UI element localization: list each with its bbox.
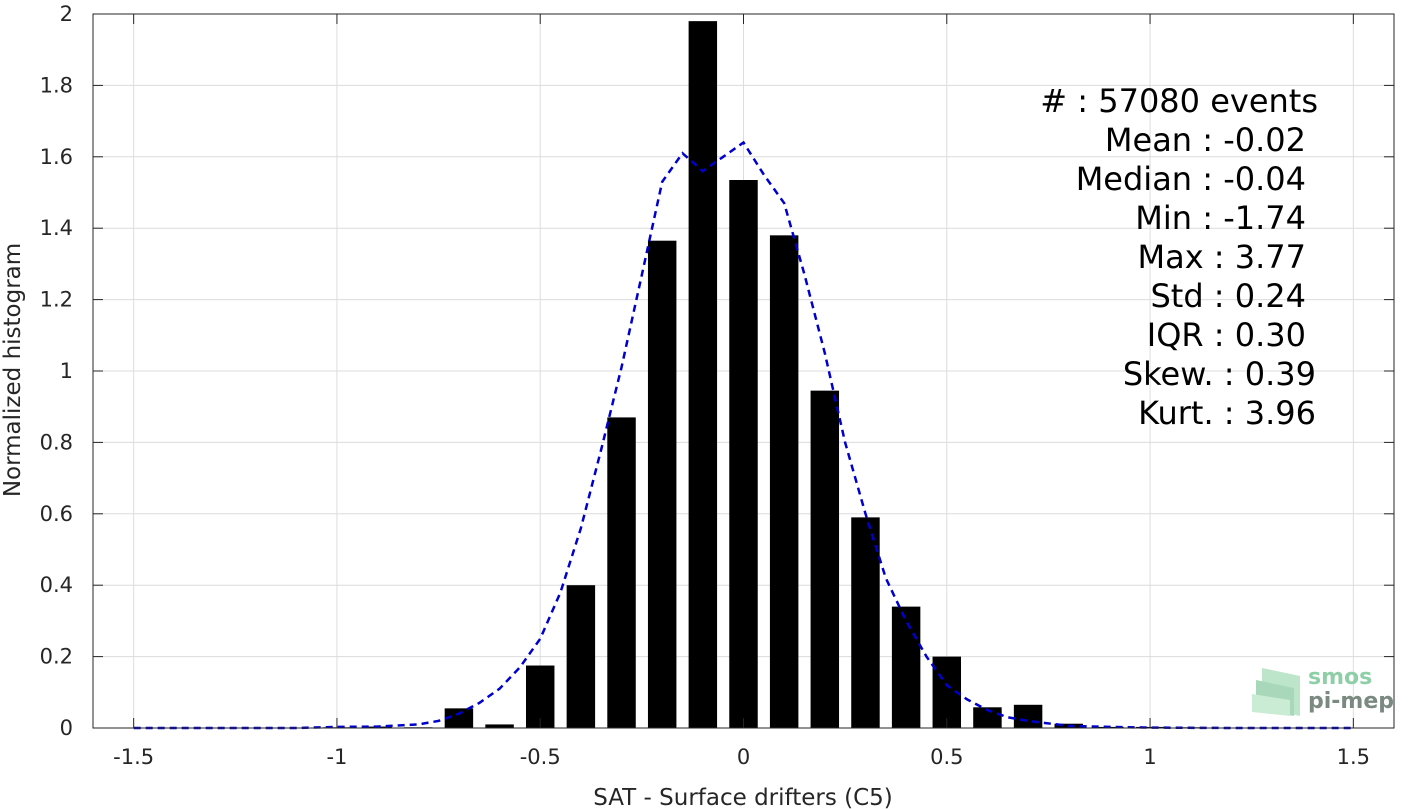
histogram-bar (647, 240, 677, 728)
histogram-bars (322, 21, 1246, 728)
smos-pi-mep-logo: smos pi-mep (1252, 665, 1394, 716)
y-tick-label: 0.2 (40, 645, 73, 669)
y-tick-label: 1 (60, 359, 73, 383)
histogram-bar (810, 390, 840, 728)
y-tick-label: 0.6 (40, 502, 73, 526)
stat-line: Mean : -0.02 (1105, 121, 1306, 159)
stat-line: Kurt. : 3.96 (1138, 394, 1316, 432)
stat-line: Max : 3.77 (1137, 238, 1306, 276)
stat-line: IQR : 0.30 (1147, 316, 1306, 354)
histogram-bar (973, 707, 1002, 728)
histogram-bar (729, 180, 758, 728)
y-tick-label: 1.6 (40, 145, 73, 169)
x-axis-label: SAT - Surface drifters (C5) (593, 785, 893, 809)
y-tick-label: 0.4 (40, 573, 73, 597)
axis-ticks: -1.5 -1 -0.5 0 0.5 1 1.5 0 0.2 0.4 0.6 0.8 1 1.2 1.4 1.… (40, 2, 1394, 769)
x-tick-label: 1 (1143, 745, 1156, 769)
stat-line: Std : 0.24 (1150, 277, 1306, 315)
stat-line: Skew. : 0.39 (1123, 355, 1316, 393)
y-tick-label: 2 (60, 2, 73, 26)
logo-line2: pi-mep (1308, 689, 1394, 714)
histogram-bar (1013, 704, 1043, 728)
y-tick-label: 1.4 (40, 216, 73, 240)
histogram-bar (607, 417, 636, 728)
y-tick-label: 0.8 (40, 430, 73, 454)
x-tick-label: -1.5 (113, 745, 154, 769)
stat-line: Median : -0.04 (1076, 160, 1306, 198)
histogram-bar (851, 517, 880, 728)
x-tick-label: 1.5 (1337, 745, 1370, 769)
logo-line1: smos (1308, 665, 1372, 690)
histogram-bar (891, 606, 921, 728)
fit-curve (133, 140, 1354, 730)
stat-line: Min : -1.74 (1135, 199, 1306, 237)
histogram-bar (688, 21, 718, 728)
x-tick-label: -0.5 (520, 745, 561, 769)
y-axis-label: Normalized histogram (0, 243, 26, 497)
histogram-bar (485, 724, 514, 728)
histogram-bar (566, 585, 596, 728)
x-tick-label: 0.5 (930, 745, 963, 769)
y-tick-label: 1.8 (40, 73, 73, 97)
x-tick-label: 0 (737, 745, 750, 769)
x-tick-label: -1 (326, 745, 347, 769)
stat-line: # : 57080 events (1040, 82, 1318, 120)
histogram-bar (444, 708, 474, 728)
wave-logo-icon (1252, 668, 1300, 716)
histogram-bar (769, 235, 799, 728)
y-tick-label: 0 (60, 716, 73, 740)
y-tick-label: 1.2 (40, 288, 73, 312)
histogram-bar (525, 665, 555, 728)
